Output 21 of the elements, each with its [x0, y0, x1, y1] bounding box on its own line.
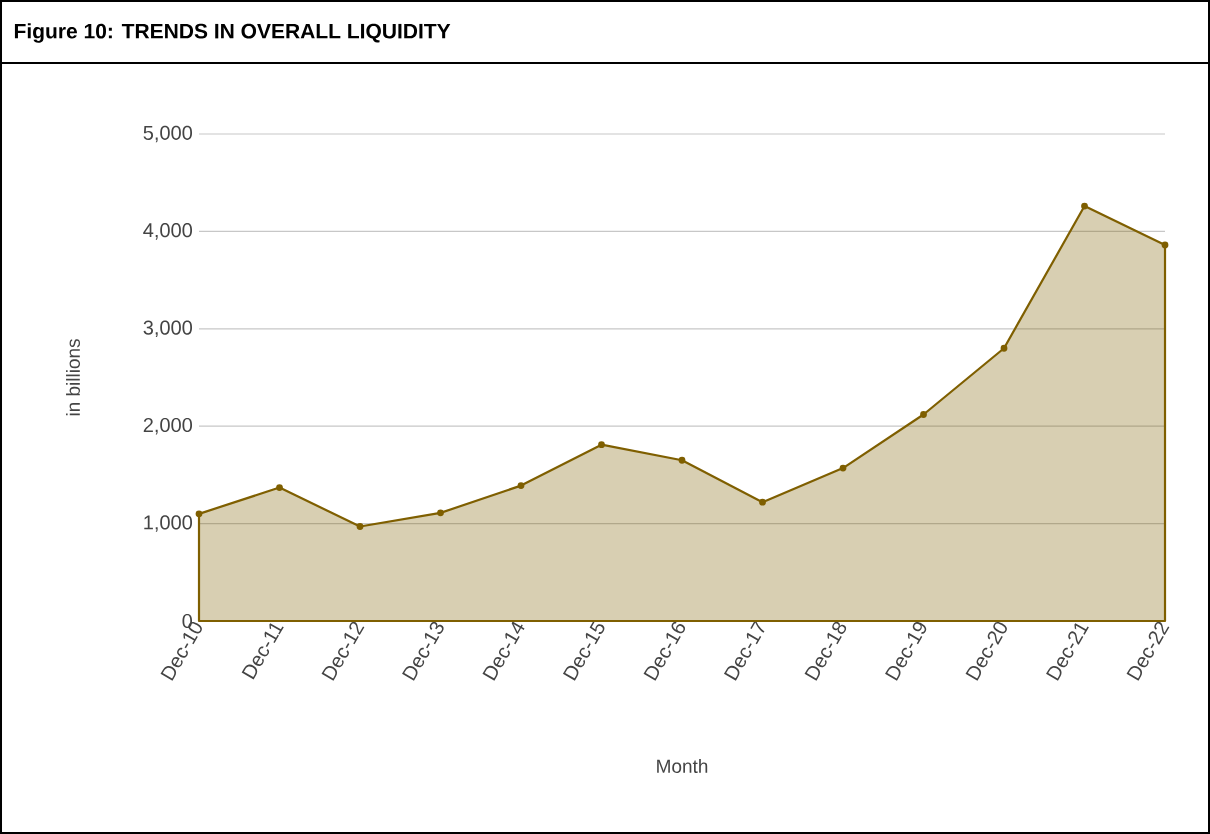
y-tick-label: 1,000 — [144, 515, 193, 532]
point — [356, 523, 364, 530]
point — [1000, 344, 1008, 352]
chart-title: Figure 10: TRENDS IN OVERALL LIQUIDITY — [14, 23, 451, 43]
point — [759, 498, 766, 506]
y-axis-title: in billions — [66, 339, 80, 416]
y-tick-label: 3,000 — [143, 320, 193, 338]
y-tick-label: 5,000 — [143, 125, 193, 143]
point — [195, 510, 203, 518]
x-axis-title: Month — [657, 759, 708, 773]
y-tick-label: 4,000 — [143, 223, 193, 240]
point — [839, 464, 847, 472]
y-tick-label: 2,000 — [143, 417, 193, 435]
point — [598, 441, 605, 449]
point — [1161, 241, 1169, 249]
point — [1081, 202, 1088, 210]
point — [437, 509, 444, 517]
point — [276, 484, 283, 491]
point — [678, 456, 686, 464]
point — [517, 482, 525, 489]
point — [920, 411, 927, 418]
